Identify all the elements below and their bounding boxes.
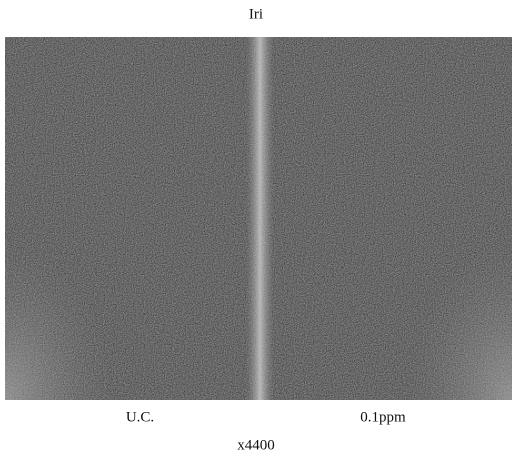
figure-title: Iri (249, 6, 263, 22)
left-panel (5, 37, 255, 400)
divider (246, 37, 274, 400)
panel-label: U.C. (126, 409, 154, 425)
panel-label: 0.1ppm (360, 409, 406, 425)
right-panel (270, 37, 512, 400)
magnification: x4400 (237, 437, 275, 453)
micrograph-area (5, 37, 512, 400)
